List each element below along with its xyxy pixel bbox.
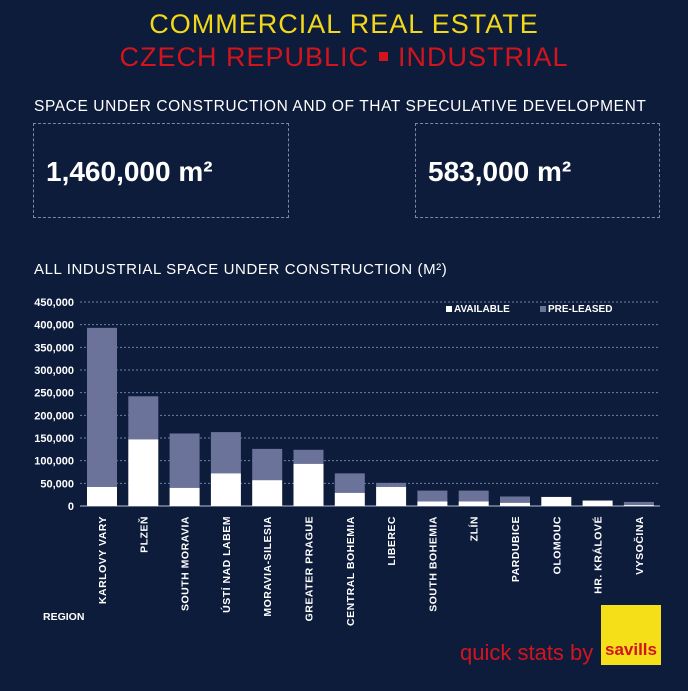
summary-heading: SPACE UNDER CONSTRUCTION AND OF THAT SPE… xyxy=(34,98,647,115)
legend-swatch-available xyxy=(446,306,452,312)
subtitle: CZECH REPUBLIC INDUSTRIAL xyxy=(0,42,688,73)
y-tick-label: 200,000 xyxy=(34,410,74,422)
total-construction-box: 1,460,000 m² xyxy=(33,123,289,218)
bar-available xyxy=(500,502,530,506)
y-tick-label: 400,000 xyxy=(34,320,74,332)
x-category-label: VYSOČINA xyxy=(633,516,646,575)
bar-available xyxy=(458,501,489,506)
bar-preleased xyxy=(623,501,654,506)
y-tick-label: 100,000 xyxy=(34,456,74,468)
x-category-label: KARLOVY VARY xyxy=(97,516,109,604)
subtitle-country: CZECH REPUBLIC xyxy=(119,42,369,72)
bar-available xyxy=(293,463,324,506)
bar-preleased xyxy=(334,473,365,493)
bar-preleased xyxy=(500,496,530,503)
bar-available xyxy=(334,492,365,506)
x-category-label: ZLÍN xyxy=(468,516,481,541)
y-tick-label: 0 xyxy=(68,501,74,513)
total-construction-value: 1,460,000 m² xyxy=(46,156,213,187)
bar-preleased xyxy=(87,327,117,487)
x-category-label: OLOMOUC xyxy=(551,516,563,574)
legend-label-preleased: PRE-LEASED xyxy=(548,304,612,315)
y-tick-label: 350,000 xyxy=(34,342,74,354)
y-tick-label: 450,000 xyxy=(34,297,74,309)
x-category-label: PLZEŇ xyxy=(137,516,150,553)
main-title: COMMERCIAL REAL ESTATE xyxy=(149,9,539,39)
y-tick-label: 250,000 xyxy=(34,388,74,400)
subtitle-sector: INDUSTRIAL xyxy=(398,42,569,72)
tagline: quick stats by xyxy=(460,640,594,665)
bar-available xyxy=(128,439,159,506)
speculative-value: 583,000 m² xyxy=(428,156,572,187)
x-category-label: SOUTH MORAVIA xyxy=(180,516,192,611)
bar-available xyxy=(623,505,654,506)
bar-preleased xyxy=(293,449,324,464)
legend-label-available: AVAILABLE xyxy=(454,304,510,315)
y-tick-label: 150,000 xyxy=(34,433,74,445)
x-category-label: MORAVIA-SILESIA xyxy=(262,516,274,617)
bar-available xyxy=(210,473,241,506)
x-category-label: PARDUBICE xyxy=(510,516,522,582)
y-tick-label: 300,000 xyxy=(34,365,74,377)
y-tick-label: 50,000 xyxy=(40,478,74,490)
bar-available xyxy=(582,500,613,506)
x-category-label: SOUTH BOHEMIA xyxy=(427,516,439,612)
bar-available xyxy=(417,501,448,506)
chart-title: ALL INDUSTRIAL SPACE UNDER CONSTRUCTION … xyxy=(34,261,448,278)
x-category-label: LIBEREC xyxy=(386,516,398,566)
savills-logo: savills xyxy=(601,605,661,665)
x-category-label: GREATER PRAGUE xyxy=(304,516,316,621)
bar-available xyxy=(87,486,117,506)
bar-available xyxy=(541,496,572,506)
bar-preleased xyxy=(252,448,283,481)
speculative-box: 583,000 m² xyxy=(415,123,660,218)
bar-preleased xyxy=(210,432,241,474)
x-category-label: CENTRAL BOHEMIA xyxy=(345,516,357,626)
bar-preleased xyxy=(169,433,200,488)
x-category-label: HR. KRÁLOVÉ xyxy=(592,516,605,594)
bar-preleased xyxy=(458,490,489,502)
bar-available xyxy=(376,486,407,506)
separator-square-icon xyxy=(379,52,388,62)
bar-preleased xyxy=(128,396,159,440)
bar-available xyxy=(252,480,283,506)
bar-preleased xyxy=(417,490,448,502)
legend-swatch-preleased xyxy=(540,306,546,312)
bar-available xyxy=(169,487,200,506)
x-axis-title: REGION xyxy=(43,611,84,623)
x-category-label: ÚSTÍ NAD LABEM xyxy=(220,516,233,613)
logo-text: savills xyxy=(605,640,657,659)
bar-preleased xyxy=(376,482,407,487)
